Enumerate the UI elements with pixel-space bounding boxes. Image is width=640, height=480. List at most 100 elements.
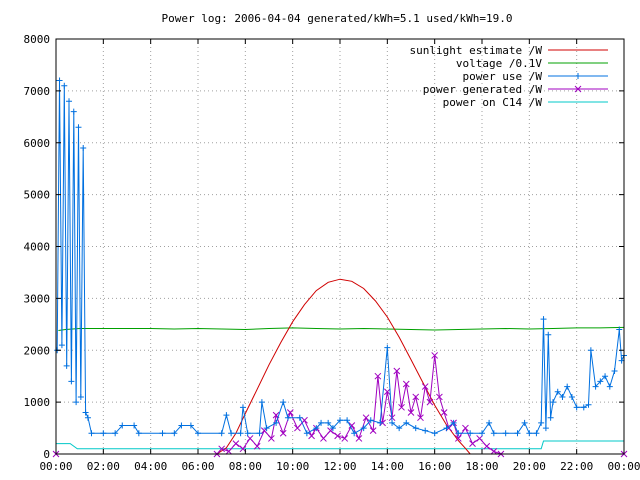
data-point: [256, 430, 263, 437]
legend-label: sunlight estimate /W: [410, 44, 543, 57]
data-point: [538, 419, 545, 426]
data-point: [611, 368, 618, 374]
data-point: [585, 401, 592, 408]
data-point: [58, 342, 65, 349]
data-point: [486, 419, 493, 426]
data-point: [246, 435, 254, 442]
data-point: [455, 430, 462, 437]
data-point: [268, 435, 275, 442]
data-point: [61, 82, 68, 89]
legend-label: power on C14 /W: [443, 96, 543, 109]
data-point: [279, 429, 287, 437]
data-point: [573, 404, 580, 411]
data-point: [360, 425, 367, 432]
y-tick-label: 3000: [24, 292, 51, 305]
legend-label: voltage /0.1V: [456, 57, 542, 70]
data-point: [407, 409, 415, 416]
data-point: [431, 352, 439, 359]
x-tick-label: 12:00: [323, 460, 356, 473]
data-point: [403, 419, 410, 426]
data-point: [521, 419, 528, 426]
x-tick-label: 10:00: [276, 460, 309, 473]
legend-label: power generated /W: [423, 83, 543, 96]
data-point: [73, 399, 80, 406]
data-point: [542, 425, 549, 432]
data-point: [384, 344, 391, 351]
y-tick-label: 7000: [24, 85, 51, 98]
data-point: [550, 399, 556, 406]
data-point: [369, 427, 377, 435]
legend-item: power generated /W: [423, 83, 608, 96]
data-point: [440, 409, 448, 416]
x-tick-label: 14:00: [371, 460, 404, 473]
data-point: [483, 442, 491, 450]
data-point: [402, 380, 410, 388]
y-tick-label: 5000: [24, 189, 51, 202]
data-point: [602, 373, 609, 380]
data-point: [119, 422, 126, 429]
data-point: [280, 399, 287, 406]
grid-lines: [56, 39, 624, 454]
data-point: [301, 416, 308, 424]
data-point: [223, 412, 230, 419]
y-tick-label: 1000: [24, 396, 51, 409]
data-point: [112, 430, 119, 437]
data-point: [84, 414, 91, 421]
x-tick-label: 00:00: [39, 460, 72, 473]
legend-item: sunlight estimate /W: [410, 44, 608, 57]
x-tick-label: 18:00: [465, 460, 498, 473]
data-point: [533, 430, 540, 437]
x-tick-label: 04:00: [134, 460, 167, 473]
data-point: [296, 414, 303, 421]
data-point: [56, 77, 63, 84]
data-point: [320, 435, 327, 442]
series-power-use-w: [54, 77, 627, 437]
series-sunlight-estimate-w: [216, 278, 471, 455]
legend-item: power use /W: [463, 70, 608, 83]
data-point: [355, 435, 363, 442]
data-point: [479, 430, 485, 437]
data-point: [396, 425, 403, 432]
data-point: [421, 383, 429, 390]
data-point: [344, 417, 351, 424]
data-point: [467, 430, 474, 437]
data-point: [377, 419, 384, 426]
data-point: [303, 430, 310, 437]
y-tick-label: 2000: [24, 344, 51, 357]
data-point: [100, 430, 107, 437]
data-point: [228, 430, 235, 437]
data-point: [195, 430, 201, 437]
data-point: [426, 398, 434, 406]
data-point: [431, 430, 438, 437]
data-point: [616, 326, 623, 333]
legend-marker: [575, 73, 581, 79]
data-point: [351, 430, 358, 437]
data-point: [178, 422, 185, 429]
data-point: [454, 435, 462, 442]
data-point: [341, 435, 349, 442]
data-point: [597, 378, 604, 385]
data-point: [68, 378, 75, 385]
data-point: [171, 430, 178, 437]
data-series: [52, 77, 628, 458]
data-point: [393, 367, 401, 375]
legend-item: power on C14 /W: [443, 96, 608, 109]
series-line: [216, 278, 471, 455]
data-point: [443, 425, 450, 432]
data-point: [348, 422, 356, 429]
series-line: [56, 440, 624, 450]
data-point: [318, 419, 325, 426]
data-point: [469, 440, 476, 447]
data-point: [417, 414, 424, 422]
data-point: [225, 448, 233, 455]
data-point: [367, 417, 374, 424]
data-point: [383, 388, 391, 396]
data-point: [436, 393, 443, 401]
series-line: [58, 326, 625, 331]
data-point: [77, 393, 84, 400]
data-point: [253, 442, 261, 450]
legend-item: voltage /0.1V: [456, 57, 608, 70]
data-point: [568, 393, 575, 400]
